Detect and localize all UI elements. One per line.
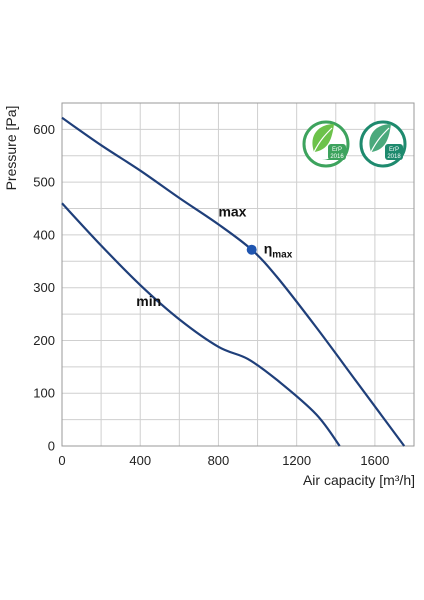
badge-line1: ErP [332,147,342,153]
y-axis-ticks: 0 100 200 300 400 500 600 [33,122,55,454]
badge-line2: 2016 [330,154,344,160]
y-tick-label: 400 [33,227,55,242]
y-tick-label: 100 [33,386,55,401]
series-line-max [61,116,406,447]
x-axis-label: Air capacity [m³/h] [303,472,415,488]
eta-max-point [246,244,257,255]
y-tick-label: 300 [33,280,55,295]
plot-frame [61,102,415,447]
series-label-min: min [136,293,161,309]
badge-line2: 2018 [387,154,401,160]
chart-series: max min [61,116,406,447]
erp-badges: ErP 2016 ErP 2018 [302,120,407,168]
y-tick-label: 200 [33,333,55,348]
x-tick-label: 1200 [282,453,311,468]
chart-axes [61,102,415,447]
erp-badge-2018: ErP 2018 [359,120,407,168]
series-line-min [61,202,341,447]
x-axis-ticks: 0 400 800 1200 1600 [58,453,389,468]
x-tick-label: 0 [58,453,65,468]
y-tick-label: 500 [33,175,55,190]
y-tick-label: 600 [33,122,55,137]
x-tick-label: 800 [208,453,230,468]
y-axis-label: Pressure [Pa] [3,106,19,191]
x-tick-label: 400 [129,453,151,468]
y-tick-label: 0 [48,439,55,454]
erp-badge-2016: ErP 2016 [302,120,350,168]
series-label-max: max [218,203,246,219]
chart-annotations: ηmax [246,241,293,261]
badge-line1: ErP [389,147,399,153]
x-tick-label: 1600 [360,453,389,468]
eta-max-label: ηmax [264,241,293,261]
